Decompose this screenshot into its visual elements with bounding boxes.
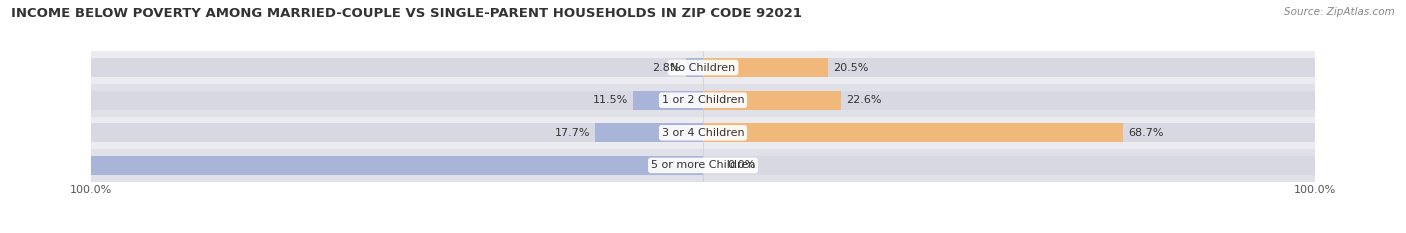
Bar xyxy=(686,58,703,77)
Text: Source: ZipAtlas.com: Source: ZipAtlas.com xyxy=(1284,7,1395,17)
Text: 2.8%: 2.8% xyxy=(652,63,681,72)
Text: 100.0%: 100.0% xyxy=(41,161,87,170)
Bar xyxy=(703,123,1123,142)
Text: INCOME BELOW POVERTY AMONG MARRIED-COUPLE VS SINGLE-PARENT HOUSEHOLDS IN ZIP COD: INCOME BELOW POVERTY AMONG MARRIED-COUPL… xyxy=(11,7,801,20)
Bar xyxy=(91,156,1315,175)
Bar xyxy=(91,123,1315,142)
Text: 1 or 2 Children: 1 or 2 Children xyxy=(662,95,744,105)
Text: 22.6%: 22.6% xyxy=(846,95,882,105)
Text: No Children: No Children xyxy=(671,63,735,72)
Bar xyxy=(91,91,1315,110)
Text: 20.5%: 20.5% xyxy=(834,63,869,72)
Bar xyxy=(91,58,1315,77)
Bar xyxy=(703,58,828,77)
Bar xyxy=(91,116,1315,149)
Bar xyxy=(91,84,1315,116)
Text: 3 or 4 Children: 3 or 4 Children xyxy=(662,128,744,138)
Bar xyxy=(91,149,1315,182)
Bar xyxy=(703,91,841,110)
Bar xyxy=(91,51,1315,84)
Text: 68.7%: 68.7% xyxy=(1128,128,1164,138)
Bar xyxy=(595,123,703,142)
Text: 0.0%: 0.0% xyxy=(727,161,755,170)
Text: 17.7%: 17.7% xyxy=(554,128,591,138)
Bar xyxy=(91,156,703,175)
Bar xyxy=(633,91,703,110)
Text: 5 or more Children: 5 or more Children xyxy=(651,161,755,170)
Text: 11.5%: 11.5% xyxy=(592,95,627,105)
